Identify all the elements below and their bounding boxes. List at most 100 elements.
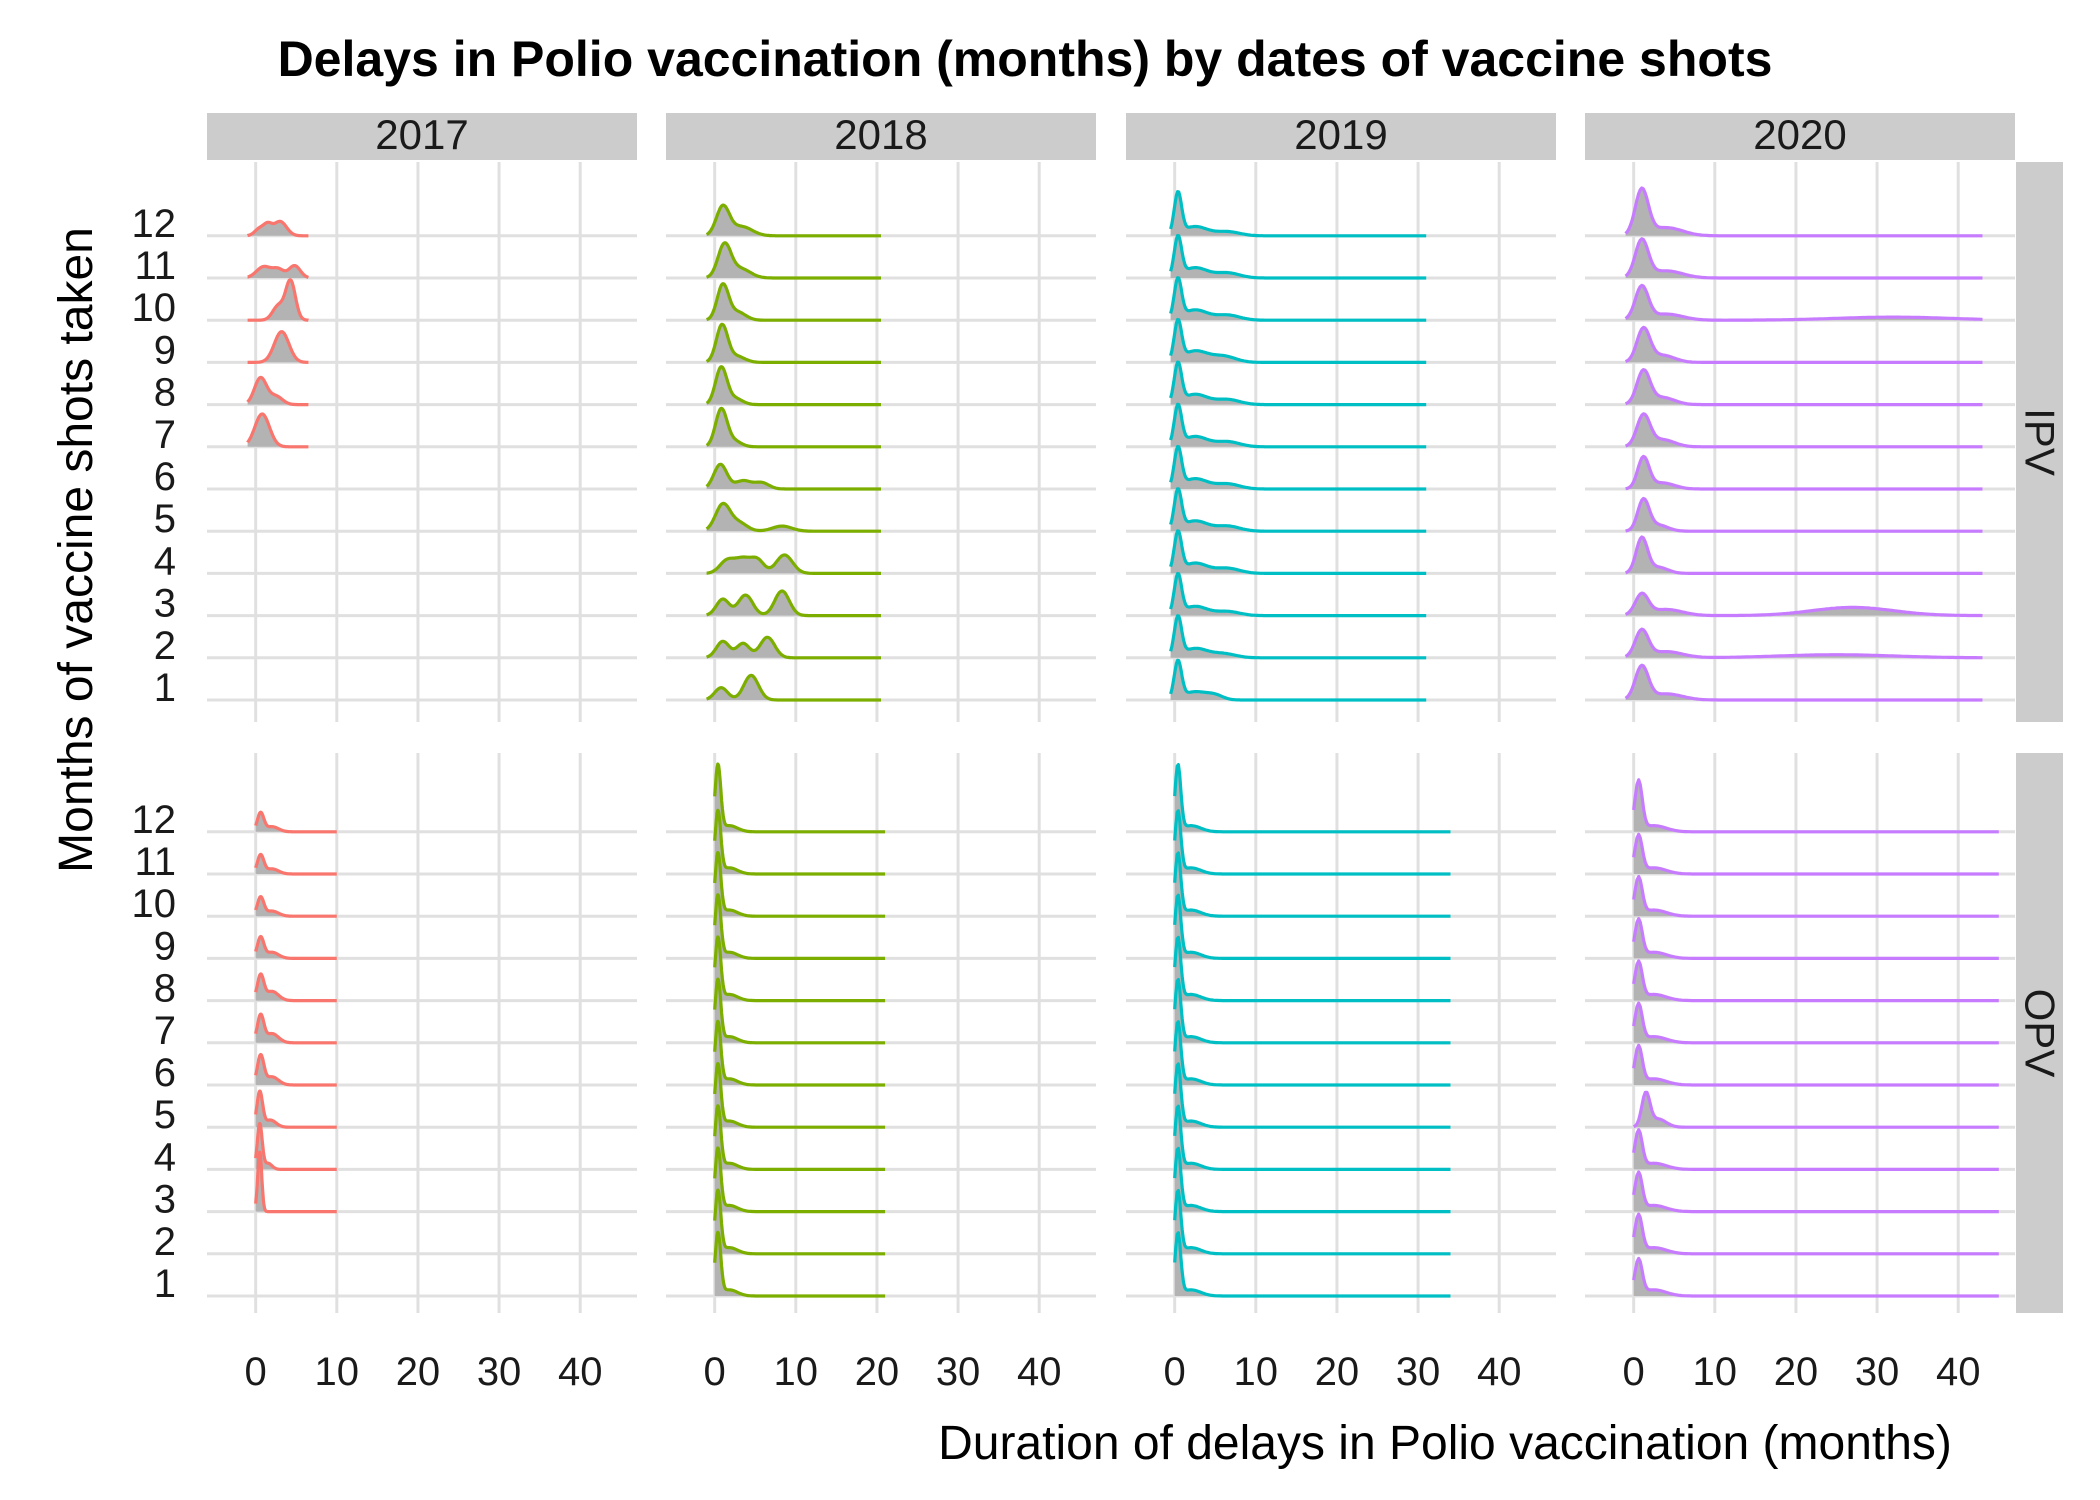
x-tick-2020-0: 0 [1623,1350,1645,1394]
ridge-IPV-2018-month-11-fill [706,242,881,278]
ridge-OPV-2019-month-4-line [1173,1104,1451,1171]
ridge-IPV-2019-month-2-line [1169,614,1427,660]
y-tick-OPV-3: 3 [154,1178,176,1222]
ridge-IPV-2019-month-11-fill [1170,235,1427,278]
x-tick-2017-20: 20 [396,1350,441,1394]
ridge-OPV-2018-month-3-fill [714,1147,886,1212]
ridge-IPV-2018-month-10-line [705,282,882,322]
ridge-IPV-2018-month-2-line [705,635,882,660]
x-tick-2017-40: 40 [558,1350,603,1394]
strip-OPV [2016,753,2063,1313]
strip-2018 [666,113,1096,160]
y-tick-OPV-10: 10 [132,882,177,926]
ridge-IPV-2018-month-6-line [705,462,882,491]
ridge-OPV-2017-month-6-line [254,1052,338,1087]
ridge-OPV-2019-month-3-line [1173,1146,1451,1214]
ridge-OPV-2020-month-8-fill [1633,960,1999,1001]
ridge-IPV-2018-month-3-line [705,589,882,618]
ridge-IPV-2017-month-11-line [246,264,310,279]
ridge-IPV-2020-month-11-line [1624,237,1983,280]
ridge-OPV-2018-month-4-fill [714,1105,886,1170]
ridge-OPV-2017-month-11-line [254,852,338,876]
ridge-IPV-2019-month-6-line [1169,444,1427,491]
ridge-OPV-2020-month-3-fill [1633,1171,1999,1212]
ridge-IPV-2018-month-5-line [705,501,882,533]
ridge-OPV-2017-month-10-fill [255,896,337,917]
ridge-OPV-2017-month-11-fill [255,854,337,874]
ridge-IPV-2020-month-7-line [1624,412,1983,449]
ridge-OPV-2017-month-3-line [254,1150,338,1214]
panels-layer: 2017 2018 2019 2020IPVOPV123456789101112123… [132,111,2064,1394]
y-tick-IPV-7: 7 [154,413,176,457]
ridge-IPV-2019-month-10-line [1169,276,1427,322]
strip-label-2017: 2017 [375,111,468,158]
ridge-OPV-2020-month-10-line [1632,874,1999,918]
ridge-OPV-2018-month-1-fill [714,1232,886,1296]
y-tick-IPV-8: 8 [154,371,176,415]
ridge-OPV-2020-month-2-line [1632,1212,1999,1256]
ridge-OPV-2018-month-10-line [713,850,886,918]
ridge-OPV-2020-month-7-fill [1633,1003,1999,1043]
ridge-IPV-2019-month-7-fill [1170,404,1427,447]
ridge-IPV-2018-month-2-fill [706,637,881,658]
ridge-OPV-2018-month-9-line [713,893,886,960]
ridge-IPV-2018-month-4-line [705,553,882,575]
ridge-OPV-2020-month-8-line [1632,959,1999,1003]
ridge-OPV-2020-month-2-fill [1633,1214,1999,1254]
x-tick-2017-0: 0 [245,1350,267,1394]
ridge-IPV-2018-month-9-line [705,322,882,364]
ridge-IPV-2020-month-1-fill [1625,665,1983,700]
ridge-OPV-2018-month-8-fill [714,936,886,1001]
ridge-OPV-2020-month-7-line [1632,1001,1999,1045]
ridge-OPV-2017-month-4-line [254,1121,338,1171]
ridge-OPV-2019-month-12-fill [1174,764,1451,832]
y-tick-IPV-12: 12 [132,202,177,246]
ridge-OPV-2019-month-7-line [1173,978,1451,1045]
ridge-OPV-2020-month-4-fill [1633,1129,1999,1170]
ridge-OPV-2018-month-11-fill [714,810,886,874]
ridge-IPV-2020-month-9-line [1624,325,1983,364]
ridge-IPV-2020-month-6-fill [1625,456,1983,489]
ridge-OPV-2017-month-5-fill [255,1091,337,1128]
ridge-OPV-2020-month-3-line [1632,1170,1999,1214]
ridge-OPV-2019-month-12-line [1173,763,1451,834]
ridge-IPV-2018-month-11-line [705,241,882,280]
y-tick-IPV-4: 4 [154,539,176,583]
x-tick-2019-20: 20 [1315,1350,1360,1394]
ridge-OPV-2017-month-10-line [254,895,338,918]
x-tick-2018-10: 10 [774,1350,819,1394]
ridge-IPV-2019-month-4-fill [1170,530,1427,574]
ridge-IPV-2017-month-12-fill [247,221,309,236]
ridge-IPV-2019-month-2-fill [1170,615,1427,658]
ridge-IPV-2017-month-7-fill [247,414,309,447]
ridge-OPV-2017-month-3-fill [255,1152,337,1212]
ridge-OPV-2020-month-9-line [1632,917,1999,960]
strip-IPV [2016,162,2063,722]
ridge-IPV-2018-month-7-fill [706,408,881,447]
ridge-OPV-2018-month-3-line [713,1146,886,1214]
y-tick-IPV-3: 3 [154,582,176,626]
ridge-IPV-2017-month-8-fill [247,377,309,405]
ridge-IPV-2019-month-8-fill [1170,362,1427,405]
x-tick-2018-30: 30 [936,1350,981,1394]
ridge-IPV-2020-month-6-line [1625,454,1983,491]
ridge-IPV-2018-month-12-line [705,203,882,238]
ridge-IPV-2019-month-3-fill [1170,573,1427,616]
x-tick-2020-40: 40 [1936,1350,1981,1394]
y-tick-OPV-9: 9 [154,924,176,968]
y-tick-IPV-11: 11 [134,244,176,288]
ridge-OPV-2018-month-12-fill [714,764,886,832]
ridge-OPV-2018-month-1-line [713,1230,886,1298]
chart-title: Delays in Polio vaccination (months) by … [278,31,1773,87]
ridge-OPV-2020-month-5-fill [1633,1092,1999,1128]
ridge-OPV-2019-month-10-fill [1174,853,1451,917]
ridge-OPV-2018-month-6-fill [714,1021,886,1085]
x-tick-2019-30: 30 [1396,1350,1441,1394]
ridge-OPV-2017-month-5-line [254,1089,338,1129]
ridge-IPV-2019-month-9-fill [1170,319,1427,363]
ridge-IPV-2019-month-6-fill [1170,446,1427,489]
ridge-OPV-2020-month-10-fill [1633,876,1999,917]
y-tick-IPV-1: 1 [154,666,176,710]
ridge-IPV-2018-month-3-fill [706,591,881,616]
